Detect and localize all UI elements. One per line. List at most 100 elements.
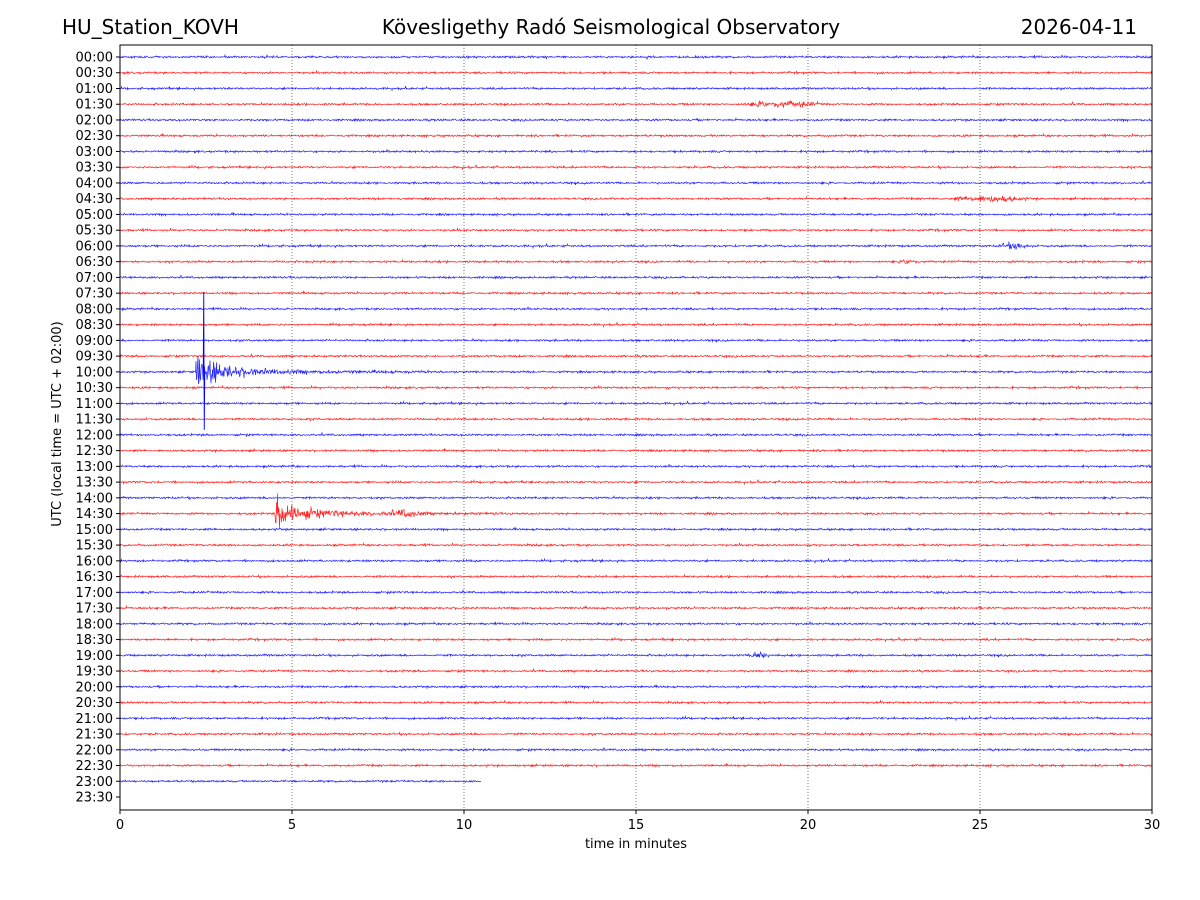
trace-1930 [119, 667, 1153, 674]
trace-2000 [119, 683, 1153, 690]
y-tick-label: 14:00 [76, 491, 113, 506]
x-gridlines [291, 45, 981, 810]
trace-1600 [119, 557, 1153, 564]
y-tick-label: 02:00 [76, 113, 113, 128]
y-tick-label: 01:00 [76, 82, 113, 97]
y-tick-label: 18:30 [76, 633, 113, 648]
y-tick-label: 08:00 [76, 302, 113, 317]
trace-0930 [119, 353, 1153, 359]
chart-date: 2026-04-11 [1020, 15, 1137, 39]
y-tick-label: 16:30 [76, 570, 113, 585]
y-tick-label: 10:30 [76, 381, 113, 396]
trace-0400 [119, 179, 1153, 186]
trace-0700 [119, 274, 1153, 281]
trace-2230 [119, 762, 1153, 769]
station-name: HU_Station_KOVH [62, 15, 239, 39]
trace-1630 [119, 573, 1153, 580]
y-tick-label: 11:00 [76, 397, 113, 412]
y-tick-label: 13:00 [76, 460, 113, 475]
x-tick-label: 5 [288, 818, 296, 833]
y-tick-label: 19:30 [76, 665, 113, 680]
trace-0230 [119, 132, 1153, 139]
y-tick-label: 05:30 [76, 224, 113, 239]
y-tick-label: 06:30 [76, 255, 113, 270]
y-tick-label: 22:00 [76, 743, 113, 758]
y-tick-label: 14:30 [76, 507, 113, 522]
y-tick-label: 23:00 [76, 775, 113, 790]
x-axis-label: time in minutes [584, 837, 688, 852]
y-tick-label: 03:00 [76, 145, 113, 160]
event-peak-1000 [202, 291, 206, 430]
y-tick-label: 12:00 [76, 428, 113, 443]
trace-0630 [119, 258, 1153, 265]
trace-1200 [119, 431, 1153, 438]
x-tick-label: 30 [1144, 818, 1161, 833]
y-tick-label: 17:00 [76, 586, 113, 601]
trace-0530 [119, 227, 1153, 233]
y-tick-label: 01:30 [76, 98, 113, 113]
trace-1500 [119, 526, 1153, 533]
trace-1400 [119, 494, 1153, 501]
x-axis-ticks: 0 5 10 15 20 25 30 [116, 810, 1160, 833]
trace-1530 [119, 542, 1153, 548]
y-tick-label: 23:30 [76, 791, 113, 806]
y-axis-label: UTC (local time = UTC + 02:00) [50, 321, 65, 527]
x-tick-label: 10 [456, 818, 473, 833]
x-tick-label: 15 [628, 818, 645, 833]
y-tick-label: 08:30 [76, 318, 113, 333]
trace-0100 [119, 85, 1153, 92]
trace-0800 [119, 306, 1153, 312]
y-tick-label: 02:30 [76, 129, 113, 144]
x-tick-label: 0 [116, 818, 124, 833]
trace-0600 [119, 241, 1153, 250]
y-tick-label: 03:30 [76, 161, 113, 176]
trace-2100 [119, 715, 1153, 722]
trace-0730 [119, 290, 1153, 296]
trace-1730 [119, 605, 1153, 611]
y-axis-ticks: 00:0000:3001:0001:3002:0002:3003:0003:30… [76, 51, 120, 806]
y-tick-label: 09:00 [76, 334, 113, 349]
trace-0130 [119, 99, 1153, 109]
y-tick-label: 15:00 [76, 523, 113, 538]
trace-1330 [119, 479, 1153, 486]
trace-1100 [119, 400, 1153, 407]
trace-1300 [119, 463, 1153, 469]
y-tick-label: 20:00 [76, 680, 113, 695]
trace-0030 [119, 70, 1153, 76]
trace-0430 [119, 195, 1153, 203]
trace-1900 [119, 650, 1153, 659]
y-tick-label: 11:30 [76, 413, 113, 428]
x-tick-label: 25 [972, 818, 989, 833]
y-tick-label: 18:00 [76, 617, 113, 632]
trace-0330 [119, 164, 1153, 171]
y-tick-label: 07:00 [76, 271, 113, 286]
trace-2130 [119, 731, 1153, 737]
trace-1030 [119, 384, 1153, 391]
trace-0830 [119, 321, 1153, 328]
trace-0300 [119, 148, 1153, 155]
y-tick-label: 00:00 [76, 51, 113, 66]
trace-1000 [119, 355, 1153, 385]
y-tick-label: 15:30 [76, 539, 113, 554]
y-tick-label: 04:30 [76, 192, 113, 207]
y-tick-label: 10:00 [76, 365, 113, 380]
y-tick-label: 21:00 [76, 712, 113, 727]
y-tick-label: 07:30 [76, 287, 113, 302]
y-tick-label: 17:30 [76, 602, 113, 617]
y-tick-label: 12:30 [76, 444, 113, 459]
trace-2300 [119, 779, 482, 784]
trace-2030 [119, 699, 1153, 706]
trace-1430 [119, 493, 1153, 529]
trace-0900 [119, 337, 1153, 343]
y-tick-label: 06:00 [76, 239, 113, 254]
y-tick-label: 20:30 [76, 696, 113, 711]
trace-1800 [119, 620, 1153, 627]
x-tick-label: 20 [800, 818, 817, 833]
y-tick-label: 00:30 [76, 66, 113, 81]
chart-title: Kövesligethy Radó Seismological Observat… [381, 15, 841, 39]
trace-1230 [119, 447, 1153, 454]
y-tick-label: 09:30 [76, 350, 113, 365]
y-tick-label: 22:30 [76, 759, 113, 774]
trace-0200 [119, 116, 1153, 123]
